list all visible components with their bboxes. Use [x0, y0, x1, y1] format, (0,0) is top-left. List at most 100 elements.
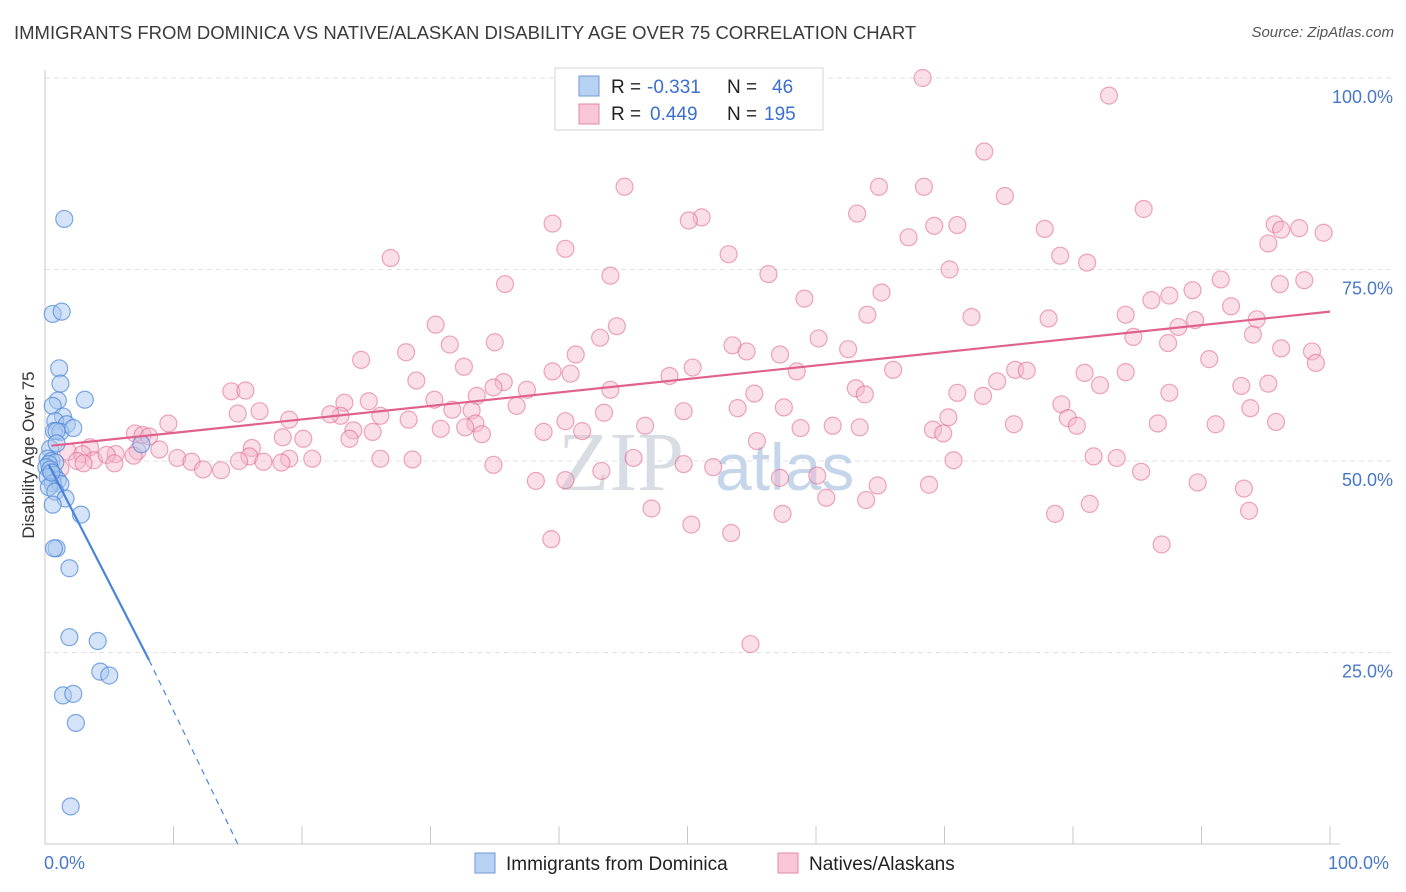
- natives-point: [914, 177, 934, 196]
- natives-point: [105, 454, 124, 473]
- natives-point: [396, 343, 416, 362]
- natives-point: [883, 360, 903, 379]
- natives-point: [601, 266, 620, 285]
- natives-point: [682, 515, 701, 534]
- natives-point: [1239, 501, 1259, 520]
- natives-point: [679, 211, 698, 230]
- natives-point: [426, 315, 445, 334]
- legend-item-dominica-label: Immigrants from Dominica: [506, 854, 728, 875]
- y-tick-label-75: 75.0%: [1342, 279, 1393, 299]
- natives-point: [507, 396, 526, 415]
- natives-point: [737, 342, 756, 361]
- natives-point: [795, 289, 814, 308]
- legend-r-value-1: -0.331: [647, 77, 701, 98]
- natives-point: [211, 461, 231, 480]
- natives-point: [168, 448, 187, 468]
- legend-box: [554, 67, 824, 131]
- natives-point: [495, 274, 515, 294]
- natives-point: [321, 405, 340, 424]
- natives-point: [747, 431, 766, 451]
- natives-point: [1270, 274, 1289, 294]
- dominica-point: [60, 559, 79, 578]
- natives-point: [722, 523, 741, 543]
- dominica-point: [132, 435, 151, 454]
- natives-point: [642, 499, 661, 518]
- natives-point: [1078, 253, 1097, 272]
- legend-n-value-1: 46: [772, 77, 793, 98]
- legend-r-value-2: 0.449: [650, 104, 698, 125]
- natives-point: [454, 357, 474, 376]
- natives-point: [466, 414, 485, 433]
- natives-point: [1067, 416, 1086, 435]
- x-tick-label-min: 0.0%: [44, 853, 85, 873]
- legend-item-dominica-swatch: [474, 852, 496, 874]
- natives-point: [823, 416, 842, 435]
- natives-point: [1116, 305, 1135, 324]
- natives-point: [1259, 234, 1278, 253]
- natives-point: [770, 468, 790, 487]
- natives-point: [1160, 286, 1179, 305]
- legend-swatch-pink: [578, 103, 600, 125]
- natives-point: [1051, 246, 1070, 265]
- natives-point: [440, 335, 459, 354]
- natives-point: [846, 379, 865, 398]
- dominica-point: [52, 302, 71, 321]
- natives-point: [704, 458, 723, 477]
- natives-point: [1116, 363, 1135, 382]
- natives-point: [592, 461, 611, 481]
- natives-point: [294, 429, 313, 448]
- natives-point: [250, 402, 269, 421]
- dominica-trend-extension: [148, 659, 239, 845]
- natives-point: [543, 362, 562, 381]
- natives-point: [607, 317, 626, 336]
- natives-point: [773, 504, 792, 523]
- natives-point: [1295, 271, 1314, 290]
- dominica-trend-line: [47, 464, 151, 661]
- natives-alaskans-points: [41, 68, 1333, 654]
- natives-point: [1272, 220, 1291, 239]
- dominica-point: [88, 631, 107, 651]
- natives-point: [363, 422, 382, 441]
- series-legend: Immigrants from Dominica Natives/Alaskan…: [474, 852, 955, 875]
- legend-n-value-2: 195: [764, 104, 796, 125]
- natives-point: [728, 399, 747, 418]
- natives-point: [869, 177, 889, 196]
- natives-point: [1045, 504, 1065, 523]
- natives-point: [1075, 363, 1094, 383]
- dominica-point: [43, 495, 62, 514]
- natives-point: [371, 449, 390, 468]
- natives-point: [787, 362, 806, 381]
- natives-point: [741, 634, 760, 654]
- natives-point: [517, 380, 536, 399]
- x-axis-ticks: [44, 826, 1331, 844]
- natives-point: [150, 440, 169, 459]
- natives-point: [1148, 414, 1167, 433]
- natives-point: [808, 466, 827, 485]
- legend-item-natives-label: Natives/Alaskans: [809, 854, 955, 875]
- chart-title: IMMIGRANTS FROM DOMINICA VS NATIVE/ALASK…: [14, 22, 917, 43]
- natives-point: [254, 452, 273, 471]
- natives-point: [484, 378, 503, 397]
- natives-point: [1272, 339, 1291, 358]
- natives-point: [1142, 291, 1161, 310]
- source-label: Source: ZipAtlas.com: [1251, 24, 1394, 41]
- natives-point: [340, 429, 359, 448]
- natives-point: [344, 421, 363, 440]
- natives-point: [1183, 281, 1202, 300]
- natives-point: [988, 372, 1007, 391]
- natives-point: [1017, 361, 1036, 380]
- natives-point: [899, 228, 918, 247]
- natives-point: [774, 398, 793, 417]
- natives-point: [573, 422, 592, 441]
- natives-point: [809, 329, 828, 348]
- natives-point: [484, 455, 503, 474]
- dominica-points: [37, 209, 151, 816]
- natives-point: [1004, 415, 1023, 434]
- natives-point: [381, 248, 400, 268]
- dominica-point: [42, 463, 61, 482]
- natives-point: [1035, 219, 1054, 239]
- natives-point: [359, 392, 378, 411]
- natives-point: [534, 422, 553, 441]
- natives-point: [443, 400, 462, 419]
